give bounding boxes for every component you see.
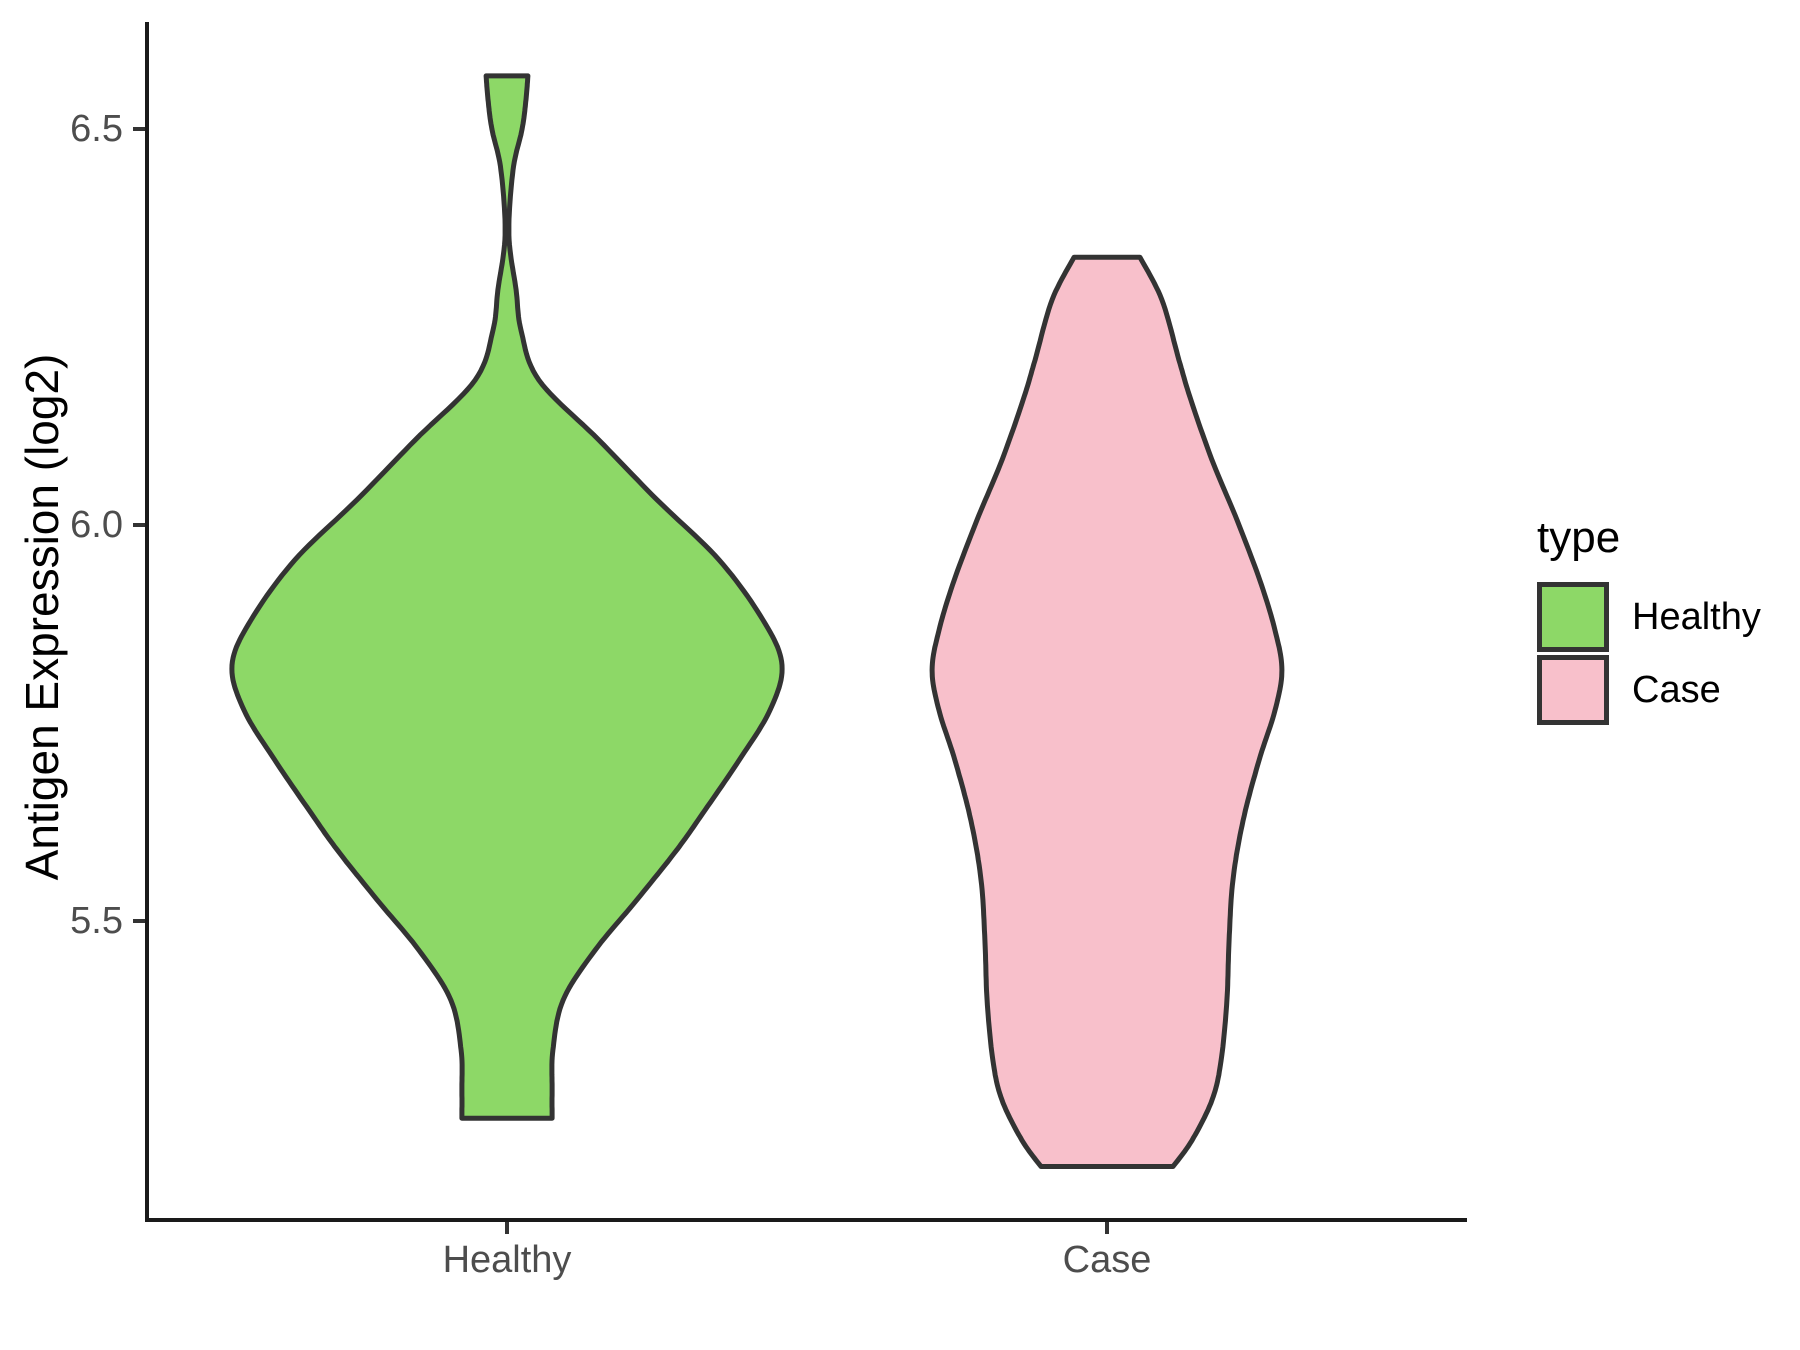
y-axis-title: Antigen Expression (log2) — [16, 353, 68, 881]
x-tick-label-case: Case — [1062, 1239, 1152, 1281]
y-tick-mark-6-0 — [133, 523, 145, 527]
violin-case — [929, 254, 1285, 1169]
y-tick-mark-5-5 — [133, 919, 145, 923]
legend-swatch-case — [1537, 655, 1609, 725]
violin-healthy — [229, 73, 785, 1121]
legend-label-case: Case — [1632, 669, 1721, 711]
y-axis-line — [145, 22, 149, 1222]
x-tick-mark-case — [1105, 1222, 1109, 1234]
x-axis-line — [145, 1218, 1467, 1222]
y-tick-label-6-5: 6.5 — [70, 108, 123, 150]
y-tick-label-5-5: 5.5 — [70, 900, 123, 942]
y-tick-label-6-0: 6.0 — [70, 504, 123, 546]
y-tick-mark-6-5 — [133, 127, 145, 131]
legend-title: type — [1537, 513, 1621, 562]
legend-swatch-healthy — [1537, 582, 1609, 652]
x-tick-label-healthy: Healthy — [442, 1239, 572, 1281]
x-tick-mark-healthy — [505, 1222, 509, 1234]
legend-label-healthy: Healthy — [1632, 596, 1761, 638]
